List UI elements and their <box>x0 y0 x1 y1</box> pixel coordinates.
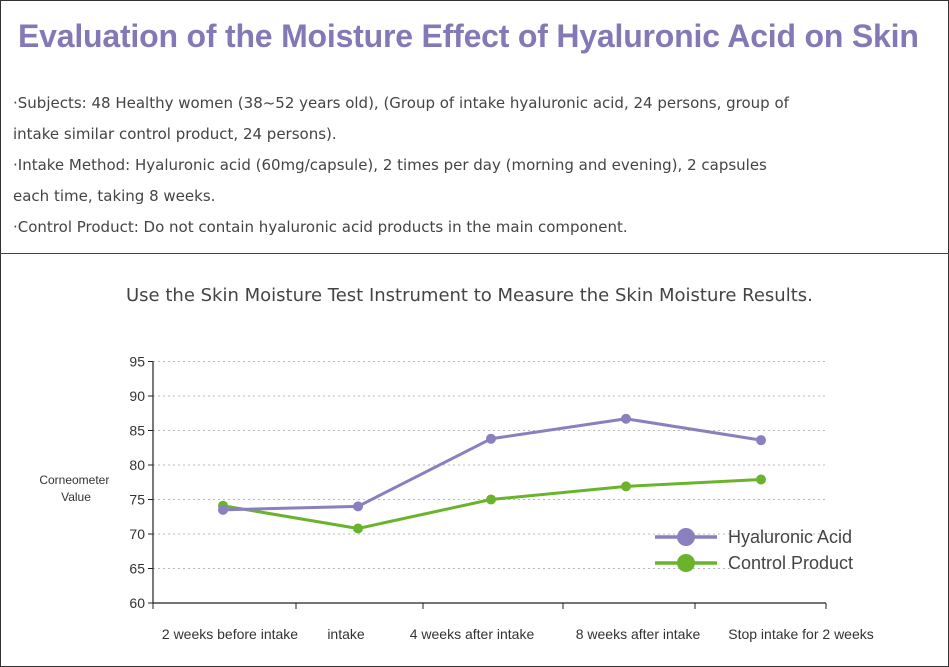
data-point <box>353 501 363 512</box>
data-point <box>486 433 496 444</box>
study-info: ·Subjects: 48 Healthy women (38~52 years… <box>13 88 933 243</box>
info-subjects: ·Subjects: 48 Healthy women (38~52 years… <box>13 94 789 112</box>
x-tick-label: intake <box>327 626 365 642</box>
x-tick-label: 8 weeks after intake <box>576 626 701 642</box>
legend-marker <box>677 554 695 572</box>
x-tick-label: Stop intake for 2 weeks <box>728 626 874 642</box>
data-point <box>621 413 631 424</box>
legend-entry: Control Product <box>655 553 853 573</box>
data-point <box>621 481 631 492</box>
x-axis-ticks: 2 weeks before intake intake 4 weeks after… <box>152 603 874 642</box>
page-title: Evaluation of the Moisture Effect of Hya… <box>18 18 919 54</box>
y-axis-label-line2: Value <box>61 490 91 504</box>
info-intake-method: ·Intake Method: Hyaluronic acid (60mg/ca… <box>13 156 767 174</box>
series-hyaluronic-acid <box>218 413 766 515</box>
y-tick-label: 65 <box>129 561 145 577</box>
chart-gridlines <box>153 361 826 569</box>
data-point <box>756 435 766 446</box>
data-point <box>486 494 496 505</box>
x-tick-label: 4 weeks after intake <box>410 626 535 642</box>
section-divider <box>0 253 949 254</box>
legend-label: Control Product <box>728 553 853 573</box>
x-tick-label: 2 weeks before intake <box>162 626 298 642</box>
y-axis-label-line1: Corneometer <box>39 473 109 487</box>
info-subjects-cont: intake similar control product, 24 perso… <box>13 125 337 143</box>
chart-subtitle: Use the Skin Moisture Test Instrument to… <box>126 285 813 306</box>
legend-marker <box>677 528 695 546</box>
info-intake-method-cont: each time, taking 8 weeks. <box>13 187 216 205</box>
chart-series <box>218 413 766 534</box>
y-tick-label: 70 <box>129 526 145 542</box>
legend-entry: Hyaluronic Acid <box>655 527 852 547</box>
y-tick-label: 80 <box>129 457 145 473</box>
series-control-product <box>218 474 766 534</box>
y-tick-label: 75 <box>129 492 145 508</box>
y-axis-label: Corneometer Value <box>39 473 112 504</box>
chart-axes <box>152 361 826 604</box>
y-tick-label: 90 <box>129 388 145 404</box>
info-control-product: ·Control Product: Do not contain hyaluro… <box>13 218 628 236</box>
y-tick-label: 85 <box>129 423 145 439</box>
chart-legend: Hyaluronic Acid Control Product <box>655 527 853 573</box>
y-tick-label: 95 <box>129 354 145 370</box>
legend-label: Hyaluronic Acid <box>728 527 852 547</box>
data-point <box>353 523 363 534</box>
y-axis-ticks: 60 65 70 75 80 85 90 95 <box>129 354 153 611</box>
y-tick-label: 60 <box>129 595 145 611</box>
data-point <box>756 474 766 485</box>
data-point <box>218 504 228 515</box>
